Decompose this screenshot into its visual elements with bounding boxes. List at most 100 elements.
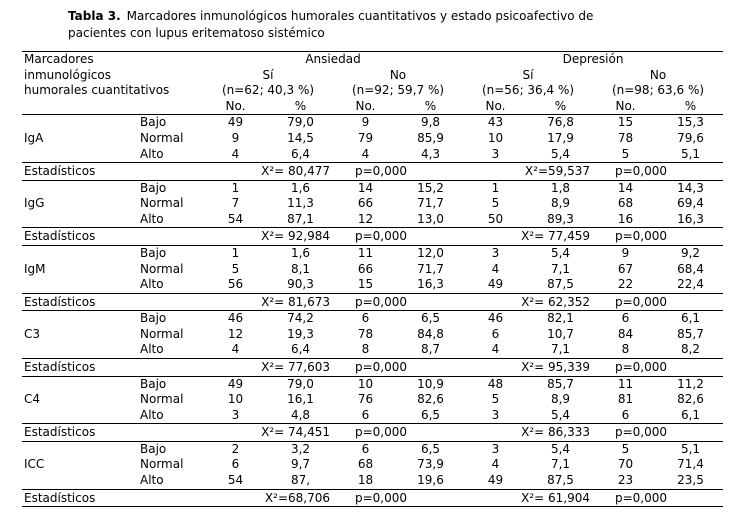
value-cell: 10,9 [417,376,444,391]
table-number: Tabla 3. [68,9,121,23]
value-cell: 16,1 [287,392,314,407]
value-cell: 73,9 [417,457,444,472]
statistics-label: Estadísticos [22,358,203,377]
marker-name: ICC [24,457,45,472]
value-cell: 87,5 [547,277,574,292]
level-label: Bajo [140,245,167,260]
value-cell: 10,7 [547,326,574,341]
chi-square-depresion: X²= 62,352 [463,292,593,312]
value-cell: 11 [357,245,374,260]
value-cell: 67 [617,261,634,276]
value-cell: 1 [231,180,240,195]
value-cell: 6,4 [290,342,311,357]
statistics-row: Estadísticos X²= 77,603 p=0,000 X²= 95,339 p… [22,358,724,377]
value-cell: 14 [357,180,374,195]
value-cell: 4 [361,146,370,161]
table-title: Tabla 3. Marcadores inmunológicos humoral… [68,8,688,42]
value-cell: 8,1 [290,261,311,276]
value-cell: 49 [487,472,504,487]
value-cell: 76 [357,392,374,407]
level-label: Bajo [140,115,167,130]
p-value-ansiedad: p=0,000 [333,162,463,181]
value-cell: 79,0 [287,115,314,130]
marker-name: C4 [24,392,41,407]
level-label: Normal [140,261,184,276]
chi-square-depresion: X²=59,537 [463,162,593,181]
col-no: No. [355,98,376,113]
value-cell: 68 [357,457,374,472]
value-cell: 81 [617,392,634,407]
value-cell: 85,7 [677,326,704,341]
value-cell: 5,1 [680,146,701,161]
marker-level-row: Alto 56 90,3 15 16,3 49 87,5 22 22,4 [22,277,723,293]
value-cell: 49 [487,277,504,292]
marker-level-row: Alto 54 87, 18 19,6 49 87,5 23 23,5 [22,473,723,489]
value-cell: 4 [491,261,500,276]
col-pct: % [684,98,697,113]
value-cell: 68 [617,196,634,211]
value-cell: 4 [231,342,240,357]
value-cell: 74,2 [287,311,314,326]
n-depresion-no: (n=98; 63,6 %) [611,83,705,98]
marker-level-row: Alto 3 4,8 6 6,5 3 5,4 6 6,1 [22,408,723,424]
value-cell: 4 [491,342,500,357]
value-cell: 12 [227,326,244,341]
value-cell: 12 [357,211,374,226]
value-cell: 5,4 [550,245,571,260]
value-cell: 1,6 [290,180,311,195]
value-cell: 9 [361,115,370,130]
value-cell: 15 [617,115,634,130]
n-depresion-si: (n=56; 36,4 %) [481,83,575,98]
subgroup-depresion-si: Sí [522,67,534,82]
value-cell: 8,9 [550,196,571,211]
value-cell: 4,3 [420,146,441,161]
value-cell: 10 [357,376,374,391]
table-body: IgA Bajo 49 79,0 9 9,8 43 76,8 15 15,3 Normal 9 14,5… [22,115,724,508]
marker-name: IgA [24,130,44,145]
col-pct: % [424,98,437,113]
value-cell: 79,0 [287,376,314,391]
value-cell: 5 [621,146,630,161]
statistics-label: Estadísticos [22,423,203,442]
value-cell: 5,4 [550,441,571,456]
n-ansiedad-si: (n=62; 40,3 %) [221,83,315,98]
col-no: No. [485,98,506,113]
value-cell: 78 [357,326,374,341]
value-cell: 11 [617,376,634,391]
value-cell: 71,4 [677,457,704,472]
level-label: Bajo [140,180,167,195]
p-value-ansiedad: p=0,000 [333,423,463,442]
statistics-row: Estadísticos X²= 74,451 p=0,000 X²= 86,333 p… [22,423,724,442]
value-cell: 6,5 [420,441,441,456]
marker-level-row: IgM Bajo 1 1,6 11 12,0 3 5,4 9 9,2 [22,245,723,276]
value-cell: 9,8 [420,115,441,130]
chi-square-ansiedad: X²=68,706 [203,488,333,508]
value-cell: 68,4 [677,261,704,276]
level-label: Normal [140,130,184,145]
value-cell: 5,1 [680,441,701,456]
value-cell: 6,5 [420,311,441,326]
value-cell: 48 [487,376,504,391]
marker-name: C3 [24,326,41,341]
p-value-depresion: p=0,000 [593,292,724,312]
value-cell: 8 [361,342,370,357]
chi-square-depresion: X²= 95,339 [463,358,593,377]
value-cell: 15 [357,277,374,292]
value-cell: 49 [227,376,244,391]
marker-level-row: IgG Bajo 1 1,6 14 15,2 1 1,8 14 14,3 [22,180,723,211]
value-cell: 5,4 [550,407,571,422]
value-cell: 4,8 [290,407,311,422]
col-pct: % [554,98,567,113]
p-value-ansiedad: p=0,000 [333,292,463,312]
table-title-line2: pacientes con lupus eritematoso sistémic… [68,26,325,40]
level-label: Alto [140,472,164,487]
value-cell: 6,1 [680,311,701,326]
value-cell: 43 [487,115,504,130]
value-cell: 16,3 [417,277,444,292]
chi-square-depresion: X²= 61,904 [463,488,593,508]
value-cell: 16 [617,211,634,226]
value-cell: 10 [227,392,244,407]
value-cell: 49 [227,115,244,130]
value-cell: 54 [227,211,244,226]
statistics-row: Estadísticos X²= 92,984 p=0,000 X²= 77,459 p… [22,227,724,246]
